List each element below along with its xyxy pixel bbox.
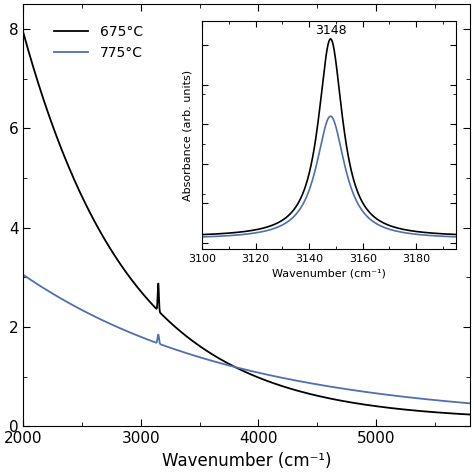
675°C xyxy=(467,412,473,418)
775°C xyxy=(20,272,26,278)
675°C xyxy=(288,386,294,392)
775°C xyxy=(311,381,317,387)
Legend: 675°C, 775°C: 675°C, 775°C xyxy=(48,19,148,65)
775°C xyxy=(354,388,359,393)
675°C xyxy=(388,405,393,411)
X-axis label: Wavenumber (cm⁻¹): Wavenumber (cm⁻¹) xyxy=(162,452,331,470)
675°C xyxy=(311,392,317,398)
775°C xyxy=(388,392,393,398)
775°C xyxy=(101,319,107,324)
675°C xyxy=(191,339,197,345)
675°C xyxy=(101,236,107,242)
775°C xyxy=(467,401,473,406)
675°C xyxy=(20,30,26,36)
675°C xyxy=(354,401,359,406)
Line: 775°C: 775°C xyxy=(23,275,470,403)
775°C xyxy=(288,377,294,383)
775°C xyxy=(191,353,197,358)
Line: 675°C: 675°C xyxy=(23,33,470,415)
